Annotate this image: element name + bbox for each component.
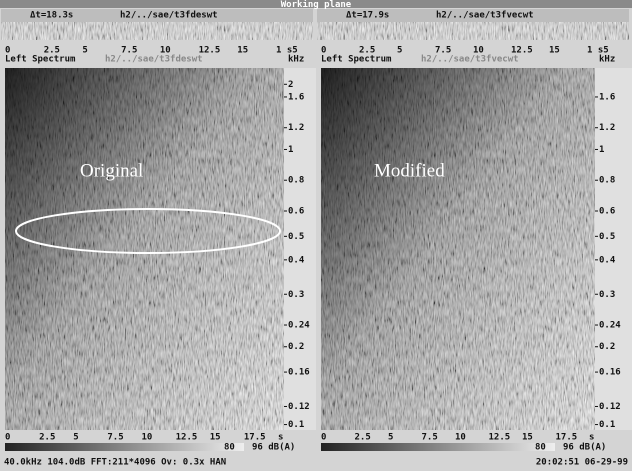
freq-label: 1.2 xyxy=(288,123,304,133)
freq-label: 0.12 xyxy=(288,402,310,412)
bottom-tick-label: 5 xyxy=(388,433,393,443)
scale-label: 80 xyxy=(224,443,235,453)
top-tick-label: 5 xyxy=(82,46,87,56)
bottom-tick-label: 15 xyxy=(522,433,533,443)
overlay-label: Modified xyxy=(374,160,445,181)
color-scale xyxy=(5,443,244,451)
screen: Working plane Δt=18.3s h2/../sae/t3fdeswt… xyxy=(0,0,632,471)
freq-label: 0.3 xyxy=(288,290,304,300)
freq-label: 0.6 xyxy=(288,206,304,216)
freq-label: 1.2 xyxy=(599,123,615,133)
unit: kHz xyxy=(599,55,615,65)
top-tick-label: 15 xyxy=(549,46,560,56)
color-scale xyxy=(321,443,555,451)
scale-label: 96 dB(A) xyxy=(252,443,295,453)
top-tick-label: 5 xyxy=(397,46,402,56)
freq-label: 0.12 xyxy=(599,402,621,412)
bottom-tick-label: 10 xyxy=(455,433,466,443)
bottom-tick-label: 0 xyxy=(321,433,326,443)
bottom-tick-label: s xyxy=(278,433,283,443)
freq-label: 1.6 xyxy=(599,92,615,102)
freq-label: 0.3 xyxy=(599,290,615,300)
bottom-tick-label: 15 xyxy=(210,433,221,443)
status-left: 40.0kHz 104.0dB FFT:211*4096 Ov: 0.3x HA… xyxy=(4,458,226,468)
bottom-tick-label: 10 xyxy=(142,433,153,443)
bottom-tick-label: 2.5 xyxy=(39,433,55,443)
time-span: Δt=18.3s xyxy=(30,11,73,21)
file-name: h2/../sae/t3fvecwt xyxy=(436,11,534,21)
overlay-label: Original xyxy=(80,160,143,181)
bottom-tick-label: 5 xyxy=(73,433,78,443)
freq-label: 0.4 xyxy=(599,255,616,265)
freq-label: 2 xyxy=(288,80,293,90)
top-tick-label: 15 xyxy=(237,46,248,56)
status-right: 20:02:51 06-29-99 xyxy=(536,458,628,468)
freq-label: 0.2 xyxy=(288,342,304,352)
freq-label: 0.4 xyxy=(288,255,305,265)
freq-label: 0.6 xyxy=(599,206,615,216)
freq-label: 0.16 xyxy=(288,368,310,378)
bottom-tick-label: 12.5 xyxy=(489,433,511,443)
freq-label: 0.1 xyxy=(599,420,615,430)
track-strip xyxy=(317,22,629,40)
freq-label: 0.16 xyxy=(599,368,621,378)
file-faded: h2/../sae/t3fdeswt xyxy=(105,55,203,65)
freq-label: 0.2 xyxy=(599,342,615,352)
bottom-tick-label: s xyxy=(589,433,594,443)
bottom-tick-label: 7.5 xyxy=(422,433,438,443)
spectrum-label: Left Spectrum xyxy=(5,55,76,65)
freq-label: 0.24 xyxy=(288,321,310,331)
scale-label: 80 xyxy=(535,443,546,453)
unit: kHz xyxy=(288,55,304,65)
bottom-tick-label: 12.5 xyxy=(176,433,198,443)
freq-label: 1.6 xyxy=(288,92,304,102)
freq-label: 0.8 xyxy=(288,176,304,186)
bottom-tick-label: 17.5 xyxy=(556,433,578,443)
file-name: h2/../sae/t3fdeswt xyxy=(120,11,218,21)
bottom-tick-label: 0 xyxy=(5,433,10,443)
freq-label: 0.24 xyxy=(599,321,621,331)
spectrogram-shade xyxy=(321,68,595,430)
bottom-tick-label: 17.5 xyxy=(244,433,266,443)
freq-label: 0.8 xyxy=(599,176,615,186)
freq-label: 0.5 xyxy=(599,232,615,242)
time-span: Δt=17.9s xyxy=(346,11,389,21)
spectrogram-shade xyxy=(5,68,284,430)
bottom-tick-label: 7.5 xyxy=(107,433,123,443)
spectrum-label: Left Spectrum xyxy=(321,55,392,65)
bottom-tick-label: 2.5 xyxy=(355,433,371,443)
freq-label: 0.1 xyxy=(288,420,304,430)
window-title: Working plane xyxy=(281,0,352,10)
track-strip xyxy=(1,22,313,40)
freq-label: 0.5 xyxy=(288,232,304,242)
freq-label: 1 xyxy=(288,145,293,155)
freq-label: 1 xyxy=(599,145,604,155)
scale-label: 96 dB(A) xyxy=(563,443,606,453)
file-faded: h2/../sae/t3fvecwt xyxy=(421,55,519,65)
